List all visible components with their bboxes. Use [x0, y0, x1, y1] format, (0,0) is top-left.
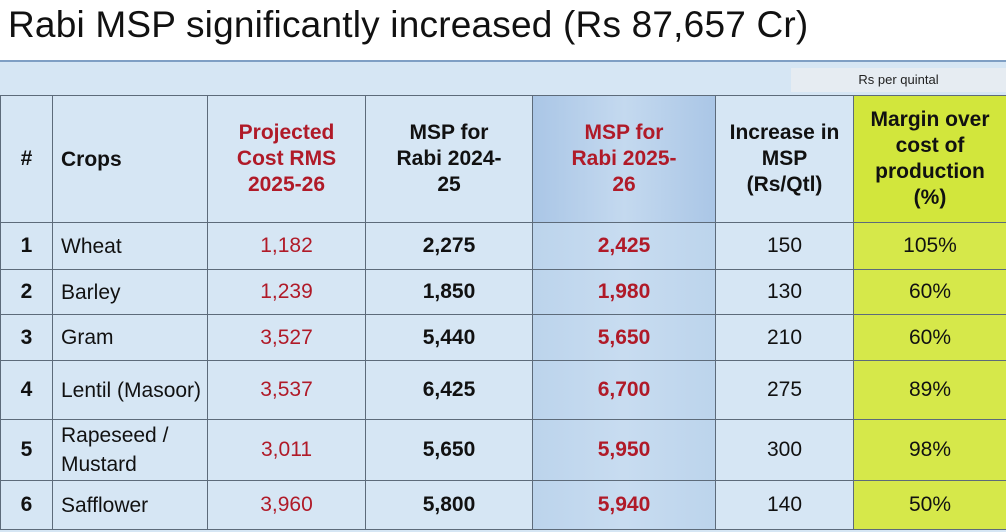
projected-cost-cell: 3,960 [208, 481, 366, 530]
margin-cell: 60% [854, 270, 1006, 315]
table-header-row: # Crops Projected Cost RMS 2025-26 MSP f… [1, 96, 1006, 223]
projected-cost-cell: 1,182 [208, 223, 366, 270]
msp-2024-cell: 2,275 [366, 223, 533, 270]
header-crops: Crops [53, 96, 208, 223]
unit-note: Rs per quintal [791, 68, 1006, 92]
crop-name: Barley [53, 270, 208, 315]
crop-name: Rapeseed / Mustard [53, 420, 208, 481]
row-number: 6 [1, 481, 53, 530]
row-number: 3 [1, 315, 53, 361]
header-increase: Increase in MSP (Rs/Qtl) [716, 96, 854, 223]
header-msp-2025: MSP for Rabi 2025-26 [533, 96, 716, 223]
increase-cell: 275 [716, 361, 854, 420]
header-num: # [1, 96, 53, 223]
header-projected-cost: Projected Cost RMS 2025-26 [208, 96, 366, 223]
row-number: 2 [1, 270, 53, 315]
increase-cell: 140 [716, 481, 854, 530]
projected-cost-cell: 3,537 [208, 361, 366, 420]
msp-2025-cell: 5,650 [533, 315, 716, 361]
margin-cell: 98% [854, 420, 1006, 481]
msp-2024-cell: 5,650 [366, 420, 533, 481]
table-row: 3 Gram 3,527 5,440 5,650 210 60% [1, 315, 1006, 361]
table-row: 5 Rapeseed / Mustard 3,011 5,650 5,950 3… [1, 420, 1006, 481]
margin-cell: 89% [854, 361, 1006, 420]
margin-cell: 50% [854, 481, 1006, 530]
msp-2024-cell: 5,800 [366, 481, 533, 530]
header-margin: Margin over cost of production (%) [854, 96, 1006, 223]
msp-table: # Crops Projected Cost RMS 2025-26 MSP f… [0, 95, 1006, 530]
crop-name: Gram [53, 315, 208, 361]
crop-name: Wheat [53, 223, 208, 270]
increase-cell: 300 [716, 420, 854, 481]
msp-2024-cell: 6,425 [366, 361, 533, 420]
crop-name: Safflower [53, 481, 208, 530]
table-row: 6 Safflower 3,960 5,800 5,940 140 50% [1, 481, 1006, 530]
projected-cost-cell: 3,527 [208, 315, 366, 361]
margin-cell: 105% [854, 223, 1006, 270]
table-row: 4 Lentil (Masoor) 3,537 6,425 6,700 275 … [1, 361, 1006, 420]
row-number: 4 [1, 361, 53, 420]
table-row: 1 Wheat 1,182 2,275 2,425 150 105% [1, 223, 1006, 270]
msp-2024-cell: 1,850 [366, 270, 533, 315]
msp-2025-cell: 5,940 [533, 481, 716, 530]
crop-name: Lentil (Masoor) [53, 361, 208, 420]
increase-cell: 210 [716, 315, 854, 361]
row-number: 5 [1, 420, 53, 481]
msp-2025-cell: 6,700 [533, 361, 716, 420]
msp-2025-cell: 2,425 [533, 223, 716, 270]
page-title: Rabi MSP significantly increased (Rs 87,… [8, 4, 808, 46]
increase-cell: 150 [716, 223, 854, 270]
projected-cost-cell: 3,011 [208, 420, 366, 481]
msp-2024-cell: 5,440 [366, 315, 533, 361]
projected-cost-cell: 1,239 [208, 270, 366, 315]
msp-2025-cell: 5,950 [533, 420, 716, 481]
increase-cell: 130 [716, 270, 854, 315]
table-row: 2 Barley 1,239 1,850 1,980 130 60% [1, 270, 1006, 315]
msp-2025-cell: 1,980 [533, 270, 716, 315]
margin-cell: 60% [854, 315, 1006, 361]
header-msp-2024: MSP for Rabi 2024-25 [366, 96, 533, 223]
row-number: 1 [1, 223, 53, 270]
